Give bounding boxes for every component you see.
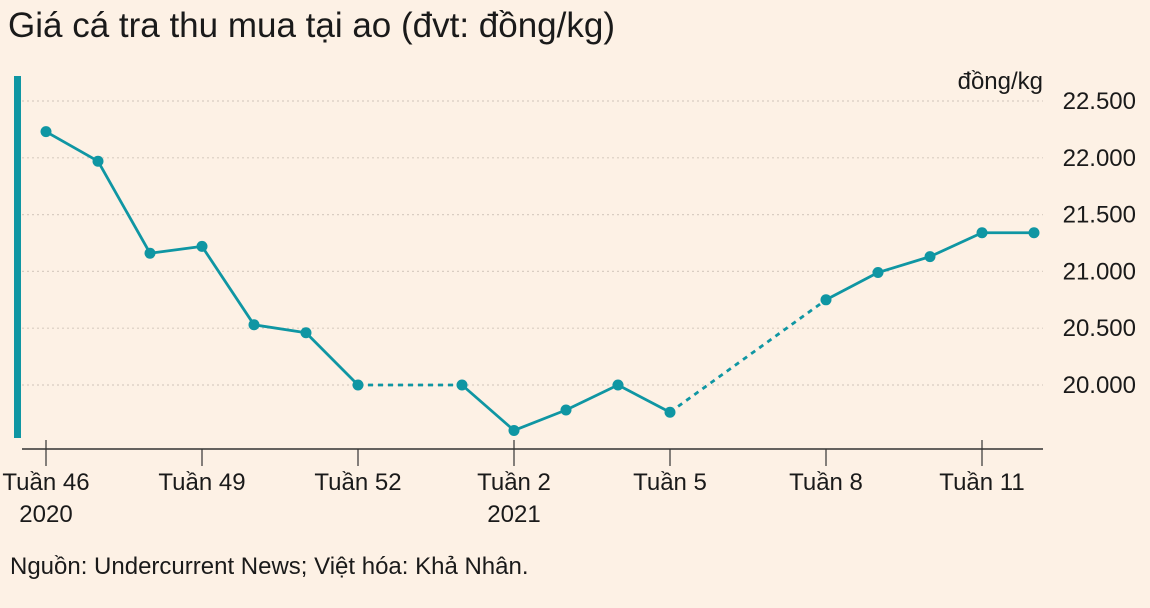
chart-title: Giá cá tra thu mua tại ao (đvt: đồng/kg) xyxy=(8,6,615,45)
data-point xyxy=(1028,227,1040,239)
x-tick-year-label: 2020 xyxy=(19,501,72,528)
y-tick-label: 22.000 xyxy=(1063,145,1136,172)
x-tick-label: Tuần 2 xyxy=(477,469,551,496)
data-point xyxy=(196,240,208,252)
series-points xyxy=(40,126,1040,436)
data-point xyxy=(352,379,364,391)
y-axis: đồng/kg 20.000 20.500 21.000 21.500 22.000 22… xyxy=(958,68,1136,399)
y-axis-unit-label: đồng/kg xyxy=(958,68,1043,95)
y-tick-label: 21.500 xyxy=(1063,202,1136,229)
data-point xyxy=(456,379,468,391)
data-point xyxy=(976,227,988,239)
y-tick-label: 22.500 xyxy=(1063,88,1136,115)
data-point xyxy=(92,155,104,167)
x-tick-label: Tuần 11 xyxy=(939,469,1024,496)
series-line-dashed-segment xyxy=(669,298,827,414)
x-tick-label: Tuần 5 xyxy=(633,469,707,496)
data-point xyxy=(144,247,156,259)
accent-bar xyxy=(14,76,21,438)
x-tick-label: Tuần 8 xyxy=(789,469,863,496)
data-point xyxy=(300,327,312,339)
y-tick-label: 21.000 xyxy=(1063,258,1136,285)
y-tick-label: 20.000 xyxy=(1063,372,1136,399)
source-note: Nguồn: Undercurrent News; Việt hóa: Khả … xyxy=(10,553,529,580)
data-point xyxy=(40,126,52,138)
data-point xyxy=(664,406,676,418)
data-point xyxy=(924,251,936,263)
data-point xyxy=(872,267,884,279)
series-line-segment xyxy=(825,231,1034,302)
x-tick-label: Tuần 49 xyxy=(158,469,245,496)
data-point xyxy=(248,319,260,331)
series-line-segment xyxy=(45,130,359,386)
grid-lines xyxy=(22,100,1043,386)
data-point xyxy=(560,404,572,416)
series-line xyxy=(45,130,1034,432)
x-tick-label: Tuần 52 xyxy=(314,469,401,496)
data-point xyxy=(508,424,520,436)
data-point xyxy=(820,294,832,306)
x-axis: Tuần 46 2020 Tuần 49 Tuần 52 Tuần 2 2021 Tuần … xyxy=(2,440,1043,528)
data-point xyxy=(612,379,624,391)
x-tick-label: Tuần 46 xyxy=(2,469,89,496)
y-tick-label: 20.500 xyxy=(1063,315,1136,342)
x-tick-year-label: 2021 xyxy=(487,501,540,528)
